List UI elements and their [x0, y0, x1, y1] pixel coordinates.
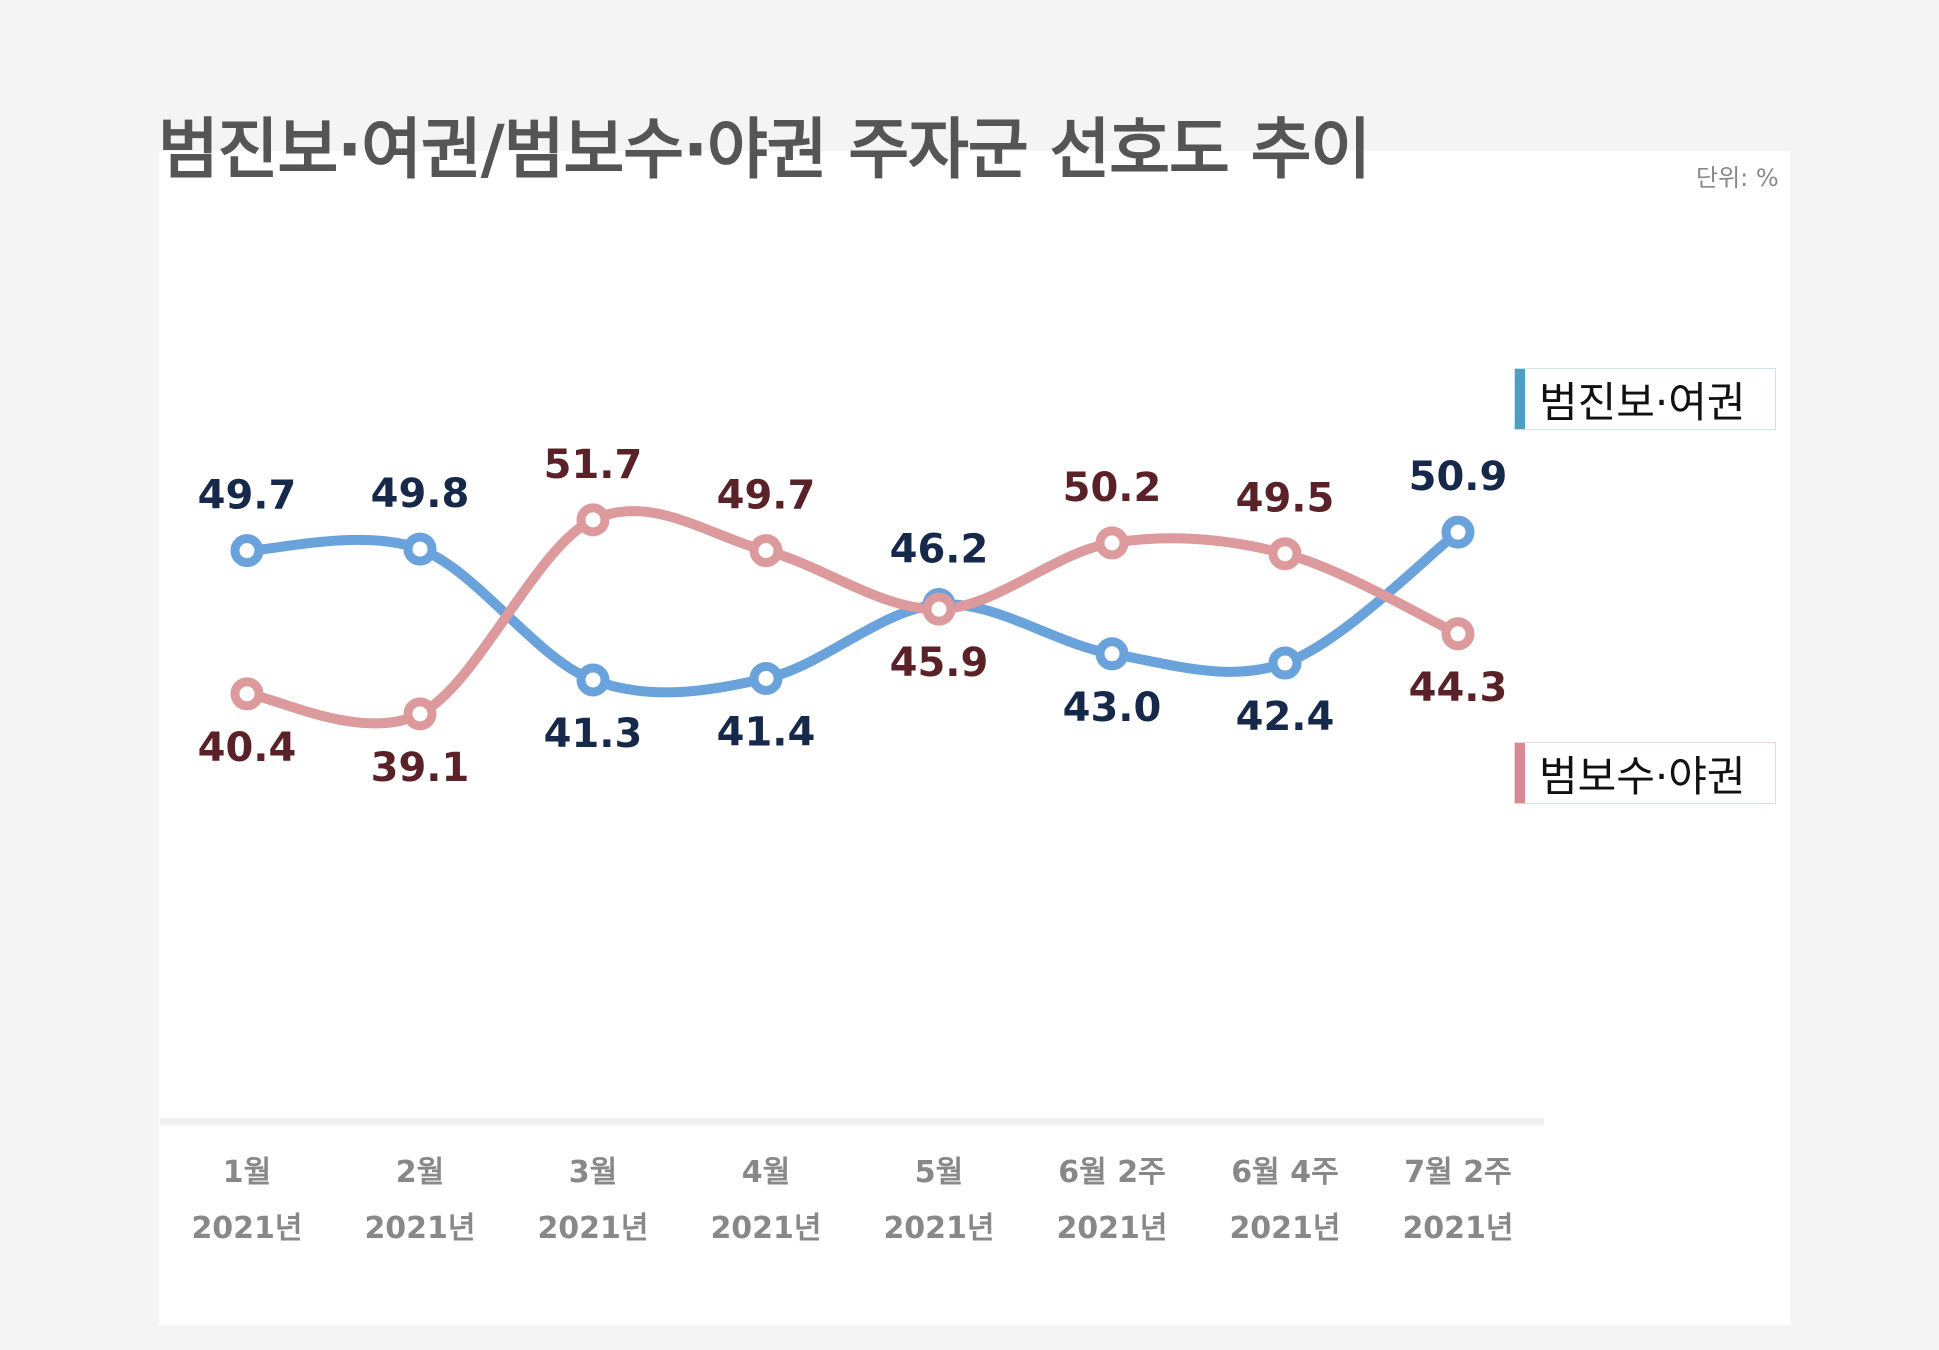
x-axis-line	[160, 1118, 1544, 1125]
value-label-progressive-0: 49.7	[198, 473, 297, 519]
x-tick-month-6: 6월 4주	[1231, 1155, 1338, 1190]
x-tick-year-1: 2021년	[364, 1211, 475, 1246]
chart-panel	[159, 151, 1790, 1325]
x-tick-month-3: 4월	[742, 1155, 790, 1190]
x-tick-year-3: 2021년	[710, 1211, 821, 1246]
value-label-conservative-6: 49.5	[1236, 476, 1335, 522]
legend-item-conservative: 범보수·야권	[1514, 742, 1776, 804]
marker-conservative-1	[403, 697, 437, 731]
marker-conservative-5	[1095, 526, 1129, 560]
marker-progressive-6	[1268, 646, 1302, 680]
marker-progressive-2	[576, 663, 610, 697]
x-tick-year-6: 2021년	[1229, 1211, 1340, 1246]
marker-progressive-1	[403, 532, 437, 566]
value-label-progressive-1: 49.8	[371, 471, 470, 517]
legend-item-progressive: 범진보·여권	[1514, 368, 1776, 430]
value-label-conservative-1: 39.1	[371, 745, 470, 791]
chart-title: 범진보·여권/범보수·야권 주자군 선호도 추이	[158, 111, 1371, 188]
x-tick-month-2: 3월	[569, 1155, 617, 1190]
x-tick-year-0: 2021년	[191, 1211, 302, 1246]
marker-progressive-0	[230, 534, 264, 568]
marker-conservative-0	[230, 677, 264, 711]
marker-conservative-2	[576, 503, 610, 537]
value-label-conservative-4: 45.9	[890, 640, 989, 686]
x-tick-year-2: 2021년	[537, 1211, 648, 1246]
legend-swatch-conservative	[1515, 743, 1525, 803]
marker-conservative-6	[1268, 537, 1302, 571]
unit-label: 단위: %	[1696, 164, 1779, 192]
value-label-progressive-4: 46.2	[890, 527, 989, 573]
x-tick-month-0: 1월	[223, 1155, 271, 1190]
value-label-progressive-6: 42.4	[1236, 694, 1335, 740]
x-tick-year-7: 2021년	[1402, 1211, 1513, 1246]
x-tick-year-5: 2021년	[1056, 1211, 1167, 1246]
value-label-progressive-7: 50.9	[1409, 454, 1508, 500]
value-label-progressive-3: 41.4	[717, 709, 816, 755]
x-tick-year-4: 2021년	[883, 1211, 994, 1246]
legend-label-conservative: 범보수·야권	[1539, 751, 1746, 801]
x-tick-month-5: 6월 2주	[1058, 1155, 1165, 1190]
value-label-conservative-2: 51.7	[544, 442, 643, 488]
marker-progressive-7	[1441, 515, 1475, 549]
legend-label-progressive: 범진보·여권	[1539, 377, 1746, 427]
value-label-conservative-5: 50.2	[1063, 465, 1162, 511]
value-label-progressive-5: 43.0	[1063, 685, 1162, 731]
marker-conservative-7	[1441, 617, 1475, 651]
value-label-conservative-0: 40.4	[198, 725, 297, 771]
marker-progressive-3	[749, 661, 783, 695]
x-tick-month-1: 2월	[396, 1155, 444, 1190]
marker-conservative-3	[749, 534, 783, 568]
value-label-conservative-3: 49.7	[717, 473, 816, 519]
legend-swatch-progressive	[1515, 369, 1525, 429]
marker-progressive-5	[1095, 637, 1129, 671]
value-label-progressive-2: 41.3	[544, 711, 643, 757]
value-label-conservative-7: 44.3	[1409, 665, 1508, 711]
series-line-conservative	[242, 506, 1463, 729]
x-tick-month-7: 7월 2주	[1404, 1155, 1511, 1190]
x-tick-month-4: 5월	[915, 1155, 963, 1190]
series-line-progressive	[242, 527, 1463, 698]
marker-conservative-4	[922, 592, 956, 626]
